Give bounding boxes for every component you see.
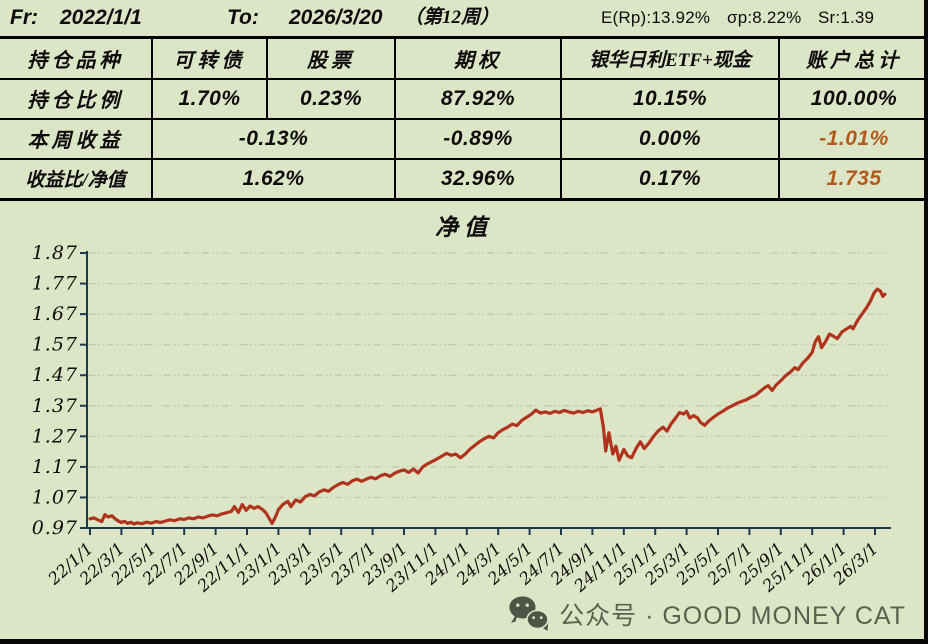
table-header-row: 持仓品种 可转债 股票 期权 银华日利ETF+现金 账户总计 [0,36,928,80]
net-value-account-total: 1.735 [778,157,928,201]
net-value-line-plot: 0.97 1.07 1.17 1.27 1.37 1.47 1.57 1.67 1.77 1.87… [32,242,891,596]
from-label: Fr: [10,6,38,29]
row-label-weekly-return: 本周收益 [0,117,153,160]
net-value-series-line [88,287,887,526]
weekly-return-etf-cash: 0.00% [560,117,780,160]
ratio-stock: 0.23% [266,77,396,120]
stat-sharpe-ratio: Sr:1.39 [818,8,875,27]
ratio-option: 87.92% [394,77,562,120]
y-tick-label: 1.27 [32,425,78,447]
title-bar: Fr: 2022/1/1 To: 2026/3/20 （第12周） E(Rp):… [0,0,928,36]
row-label-position-ratio: 持仓比例 [0,77,153,120]
return-bond-stock: 1.62% [151,157,396,201]
wechat-icon [509,596,549,631]
ratio-convertible-bond: 1.70% [151,77,268,120]
from-date: 2022/1/1 [60,6,142,29]
col-header-variety: 持仓品种 [0,36,153,80]
y-tick-label: 1.67 [32,303,78,325]
row-label-return-nav: 收益比/净值 [0,157,153,201]
y-tick-label: 1.57 [32,334,78,356]
screenshot-bottom-edge [0,639,928,644]
y-tick-label: 1.07 [32,486,78,508]
stat-expected-return: E(Rp):13.92% [601,8,711,27]
return-ratio-nav-row: 收益比/净值 1.62% 32.96% 0.17% 1.735 [0,157,928,201]
col-header-option: 期权 [394,36,562,80]
screenshot-right-edge [924,0,928,644]
wechat-account-name: 公众号 · GOOD MONEY CAT [559,602,906,630]
chart-title: 净值 [435,215,493,240]
y-tick-label: 1.37 [32,395,78,417]
y-tick-label: 1.47 [32,364,78,386]
y-tick-label: 1.77 [32,273,78,295]
weekly-return-option: -0.89% [394,117,562,160]
col-header-stock: 股票 [266,36,396,80]
y-tick-label: 1.17 [32,456,78,478]
col-header-convertible-bond: 可转债 [151,36,268,80]
position-ratio-row: 持仓比例 1.70% 0.23% 87.92% 10.15% 100.00% [0,77,928,120]
to-label: To: [227,6,259,29]
week-number: （第12周） [404,7,500,28]
weekly-return-row: 本周收益 -0.13% -0.89% 0.00% -1.01% [0,117,928,160]
y-tick-label: 0.97 [32,517,78,539]
weekly-return-bond-stock: -0.13% [151,117,396,160]
return-etf-cash: 0.17% [560,157,780,201]
ratio-etf-cash: 10.15% [560,77,780,120]
to-date: 2026/3/20 [289,6,383,29]
holdings-table: 持仓品种 可转债 股票 期权 银华日利ETF+现金 账户总计 持仓比例 1.70… [0,36,928,201]
net-value-chart: 净值 0.97 1.07 1.17 1.27 1.37 1.47 1.57 1.67 1.77 1… [0,198,928,644]
stat-volatility: σp:8.22% [727,8,802,27]
return-option: 32.96% [394,157,562,201]
ratio-account-total: 100.00% [778,77,928,120]
y-tick-label: 1.87 [32,242,78,264]
col-header-etf-cash: 银华日利ETF+现金 [560,36,780,80]
weekly-return-account-total: -1.01% [778,117,928,160]
wechat-watermark: 公众号 · GOOD MONEY CAT [508,595,906,633]
col-header-account-total: 账户总计 [778,36,928,80]
